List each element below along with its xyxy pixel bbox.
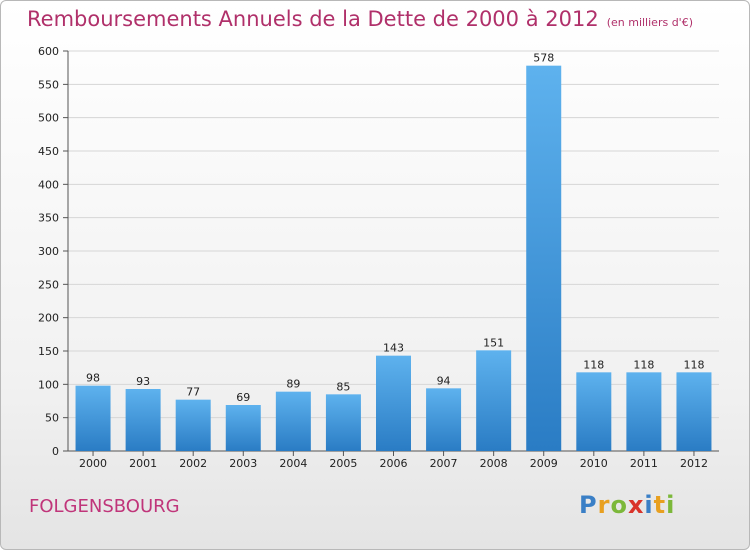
y-tick-label: 500: [38, 112, 59, 125]
bar-2005: [325, 394, 361, 451]
x-tick-label-2009: 2009: [530, 457, 558, 470]
data-label-2010: 118: [583, 358, 604, 371]
town-name: FOLGENSBOURG: [29, 496, 180, 517]
x-tick-label-2000: 2000: [79, 457, 107, 470]
bar-2010: [576, 372, 612, 451]
x-tick-label-2007: 2007: [430, 457, 458, 470]
bar-2008: [476, 350, 512, 451]
x-tick-label-2004: 2004: [279, 457, 307, 470]
x-tick-labels: 2000 2001 2002 2003 2004 2005 2006 2007 2008 2009…: [79, 457, 708, 470]
bar-2003: [225, 405, 261, 451]
proxiti-logo: Proxiti: [579, 491, 675, 519]
logo-letter: r: [597, 491, 611, 519]
bar-2007: [426, 388, 462, 451]
x-tick-label-2005: 2005: [329, 457, 357, 470]
y-tick-label: 50: [45, 412, 59, 425]
y-tick-label: 550: [38, 78, 59, 91]
data-label-2000: 98: [86, 372, 100, 385]
y-tick-label: 400: [38, 178, 59, 191]
y-tick-label: 250: [38, 278, 59, 291]
chart-title: Remboursements Annuels de la Dette de 20…: [27, 7, 693, 31]
chart-subtitle: (en milliers d'€): [606, 16, 693, 29]
x-tick-label-2006: 2006: [380, 457, 408, 470]
logo-letter: i: [644, 491, 654, 519]
y-tick-label: 200: [38, 312, 59, 325]
y-tick-label: 150: [38, 345, 59, 358]
data-label-2004: 89: [286, 378, 300, 391]
y-tick-label: 100: [38, 378, 59, 391]
bar-2012: [676, 372, 712, 451]
logo-letter: P: [579, 491, 598, 519]
bar-2009: [526, 65, 562, 452]
bar-2000: [75, 385, 111, 451]
x-tick-label-2012: 2012: [680, 457, 708, 470]
bar-2006: [376, 355, 411, 451]
logo-letter: t: [653, 491, 667, 519]
data-label-2003: 69: [236, 391, 250, 404]
logo-letter: o: [610, 491, 628, 519]
chart-title-text: Remboursements Annuels de la Dette de 20…: [27, 7, 599, 31]
bars: [75, 65, 712, 452]
bar-2001: [125, 389, 161, 451]
x-tick-label-2002: 2002: [179, 457, 207, 470]
logo-letter: x: [627, 491, 645, 519]
data-label-2009: 578: [533, 52, 554, 65]
logo-letter: i: [666, 491, 676, 519]
bar-2011: [626, 372, 662, 451]
data-label-2011: 118: [633, 358, 654, 371]
y-tick-label: 350: [38, 212, 59, 225]
x-tick-label-2001: 2001: [129, 457, 157, 470]
bar-2004: [275, 391, 311, 451]
y-tick-label: 450: [38, 145, 59, 158]
y-tick-label: 300: [38, 245, 59, 258]
data-label-2001: 93: [136, 375, 150, 388]
y-tick-label: 600: [38, 45, 59, 58]
data-label-2007: 94: [437, 374, 451, 387]
data-label-2005: 85: [336, 380, 350, 393]
x-tick-label-2008: 2008: [480, 457, 508, 470]
x-tick-label-2010: 2010: [580, 457, 608, 470]
data-label-2008: 151: [483, 336, 504, 349]
y-tick-labels: 0 50 100 150 200 250 300 350 400 450 500 550 600: [38, 45, 59, 458]
x-tick-label-2003: 2003: [229, 457, 257, 470]
bar-2002: [175, 399, 211, 451]
data-labels: 98 93 77 69 89 85 143 94 151 578 118 118 118: [86, 52, 704, 404]
data-label-2002: 77: [186, 386, 200, 399]
data-label-2012: 118: [683, 358, 704, 371]
y-tick-label: 0: [52, 445, 59, 458]
x-tick-label-2011: 2011: [630, 457, 658, 470]
data-label-2006: 143: [383, 342, 404, 355]
